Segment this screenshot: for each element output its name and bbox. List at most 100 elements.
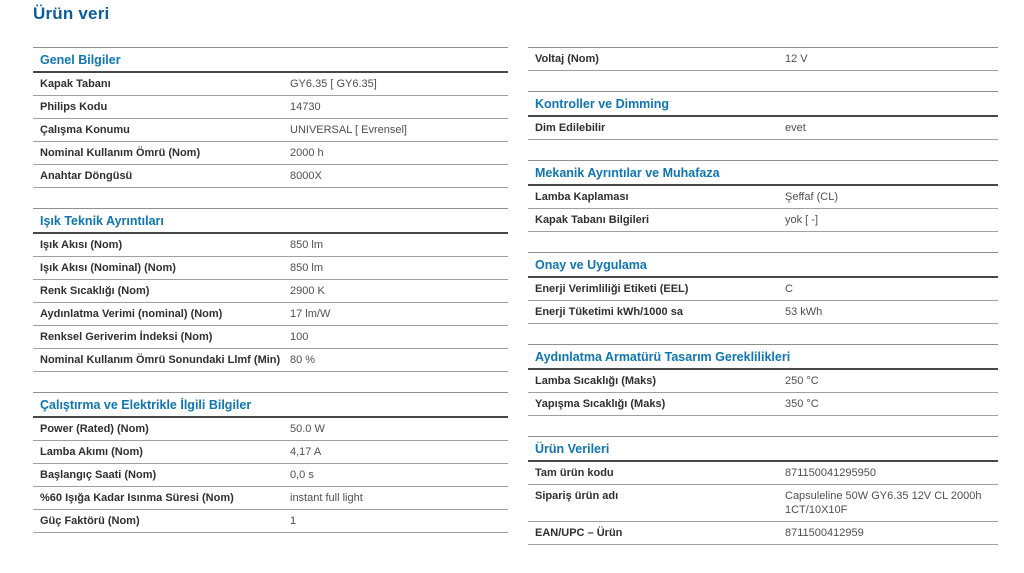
spec-label: Enerji Verimliliği Etiketi (EEL) (535, 283, 689, 295)
spec-label: Sipariş ürün adı (535, 490, 619, 502)
spec-section: Onay ve Uygulama Enerji Verimliliği Etike… (528, 252, 998, 324)
spec-label: Aydınlatma Verimi (nominal) (Nom) (40, 308, 223, 320)
spec-row: Çalışma Konumu UNIVERSAL [ Evrensel] (33, 119, 508, 142)
spec-value: GY6.35 [ GY6.35] (290, 78, 377, 90)
spec-value: evet (785, 122, 806, 134)
section-header: Mekanik Ayrıntılar ve Muhafaza (528, 161, 998, 186)
spec-section: Işık Teknik Ayrıntıları Işık Akısı (Nom) 8… (33, 208, 508, 372)
spec-label: Philips Kodu (40, 101, 108, 113)
spec-value: Capsuleline 50W GY6.35 12V CL 2000h 1CT/… (785, 490, 982, 516)
spec-label: Lamba Kaplaması (535, 191, 629, 203)
spec-label: Power (Rated) (Nom) (40, 423, 149, 435)
spec-value: C (785, 283, 793, 295)
section-header: Çalıştırma ve Elektrikle İlgili Bilgiler (33, 393, 508, 418)
spec-label: Yapışma Sıcaklığı (Maks) (535, 398, 666, 410)
spec-section: Genel Bilgiler Kapak Tabanı GY6.35 [ GY6.3… (33, 47, 508, 188)
spec-value: 2000 h (290, 147, 324, 159)
spec-value: instant full light (290, 492, 363, 504)
spec-row: Renksel Geriverim İndeksi (Nom) 100 (33, 326, 508, 349)
spec-value: 14730 (290, 101, 321, 113)
spec-label: Dim Edilebilir (535, 122, 606, 134)
spec-value: 12 V (785, 53, 808, 65)
right-column: Voltaj (Nom) 12 V Kontroller ve Dimming Dim… (528, 47, 998, 545)
spec-row: Anahtar Döngüsü 8000X (33, 165, 508, 188)
section-header: Onay ve Uygulama (528, 253, 998, 278)
spec-label: Lamba Akımı (Nom) (40, 446, 143, 458)
spec-value: yok [ -] (785, 214, 819, 226)
spec-section: Kontroller ve Dimming Dim Edilebilir evet (528, 91, 998, 140)
spec-label: %60 Işığa Kadar Isınma Süresi (Nom) (40, 492, 234, 504)
spec-row: Enerji Tüketimi kWh/1000 sa 53 kWh (528, 301, 998, 324)
spec-value: 250 °C (785, 375, 819, 387)
spec-row: Aydınlatma Verimi (nominal) (Nom) 17 lm/W (33, 303, 508, 326)
spec-row: Kapak Tabanı GY6.35 [ GY6.35] (33, 73, 508, 96)
spec-value: 0,0 s (290, 469, 314, 481)
spec-label: Lamba Sıcaklığı (Maks) (535, 375, 657, 387)
spec-label: Enerji Tüketimi kWh/1000 sa (535, 306, 683, 318)
spec-section-continuation: Voltaj (Nom) 12 V (528, 47, 998, 71)
spec-label: Işık Akısı (Nom) (40, 239, 123, 251)
spec-row: Sipariş ürün adı Capsuleline 50W GY6.35 1… (528, 485, 998, 522)
spec-value: 1 (290, 515, 297, 527)
spec-label: Nominal Kullanım Ömrü Sonundaki Llmf (Mi… (40, 354, 281, 366)
spec-row: EAN/UPC – Ürün 8711500412959 (528, 522, 998, 545)
section-header: Işık Teknik Ayrıntıları (33, 209, 508, 234)
spec-label: Başlangıç Saati (Nom) (40, 469, 157, 481)
spec-row: Lamba Akımı (Nom) 4,17 A (33, 441, 508, 464)
left-column: Genel Bilgiler Kapak Tabanı GY6.35 [ GY6.3… (33, 47, 508, 533)
spec-row: Tam ürün kodu 871150041295950 (528, 462, 998, 485)
spec-label: Çalışma Konumu (40, 124, 130, 136)
spec-value: 4,17 A (290, 446, 322, 458)
spec-row: Işık Akısı (Nom) 850 lm (33, 234, 508, 257)
spec-section: Mekanik Ayrıntılar ve Muhafaza Lamba Kapl… (528, 160, 998, 232)
spec-value: 100 (290, 331, 309, 343)
spec-section: Ürün Verileri Tam ürün kodu 87115004129595… (528, 436, 998, 545)
spec-value: 50.0 W (290, 423, 325, 435)
spec-row: Voltaj (Nom) 12 V (528, 48, 998, 71)
spec-row: Enerji Verimliliği Etiketi (EEL) C (528, 278, 998, 301)
spec-value: Şeffaf (CL) (785, 191, 838, 203)
spec-value: 80 % (290, 354, 316, 366)
spec-label: Anahtar Döngüsü (40, 170, 133, 182)
spec-value: 350 °C (785, 398, 819, 410)
spec-label: Renksel Geriverim İndeksi (Nom) (40, 331, 213, 343)
spec-row: Dim Edilebilir evet (528, 117, 998, 140)
spec-value: 850 lm (290, 239, 324, 251)
spec-row: Lamba Kaplaması Şeffaf (CL) (528, 186, 998, 209)
spec-label: Renk Sıcaklığı (Nom) (40, 285, 150, 297)
spec-row: %60 Işığa Kadar Isınma Süresi (Nom) insta… (33, 487, 508, 510)
spec-value: 53 kWh (785, 306, 823, 318)
spec-row: Philips Kodu 14730 (33, 96, 508, 119)
spec-label: Güç Faktörü (Nom) (40, 515, 140, 527)
spec-label: Tam ürün kodu (535, 467, 614, 479)
spec-row: Lamba Sıcaklığı (Maks) 250 °C (528, 370, 998, 393)
spec-row: Power (Rated) (Nom) 50.0 W (33, 418, 508, 441)
section-header: Aydınlatma Armatürü Tasarım Gereklilikle… (528, 345, 998, 370)
spec-label: Işık Akısı (Nominal) (Nom) (40, 262, 176, 274)
page-title: Ürün veri (33, 4, 110, 23)
spec-value: UNIVERSAL [ Evrensel] (290, 124, 407, 136)
spec-section: Çalıştırma ve Elektrikle İlgili Bilgiler… (33, 392, 508, 533)
spec-row: Nominal Kullanım Ömrü Sonundaki Llmf (Mi… (33, 349, 508, 372)
spec-value: 871150041295950 (785, 467, 876, 479)
spec-value: 17 lm/W (290, 308, 331, 320)
spec-label: EAN/UPC – Ürün (535, 527, 623, 539)
spec-row: Güç Faktörü (Nom) 1 (33, 510, 508, 533)
spec-row: Renk Sıcaklığı (Nom) 2900 K (33, 280, 508, 303)
spec-value: 850 lm (290, 262, 324, 274)
spec-label: Kapak Tabanı Bilgileri (535, 214, 650, 226)
spec-value: 8711500412959 (785, 527, 864, 539)
section-header: Genel Bilgiler (33, 48, 508, 73)
spec-row: Işık Akısı (Nominal) (Nom) 850 lm (33, 257, 508, 280)
section-header: Kontroller ve Dimming (528, 92, 998, 117)
spec-value: 2900 K (290, 285, 325, 297)
spec-row: Yapışma Sıcaklığı (Maks) 350 °C (528, 393, 998, 416)
spec-label: Voltaj (Nom) (535, 53, 599, 65)
spec-label: Kapak Tabanı (40, 78, 111, 90)
spec-row: Başlangıç Saati (Nom) 0,0 s (33, 464, 508, 487)
spec-value: 8000X (290, 170, 322, 182)
section-header: Ürün Verileri (528, 437, 998, 462)
spec-row: Kapak Tabanı Bilgileri yok [ -] (528, 209, 998, 232)
spec-row: Nominal Kullanım Ömrü (Nom) 2000 h (33, 142, 508, 165)
